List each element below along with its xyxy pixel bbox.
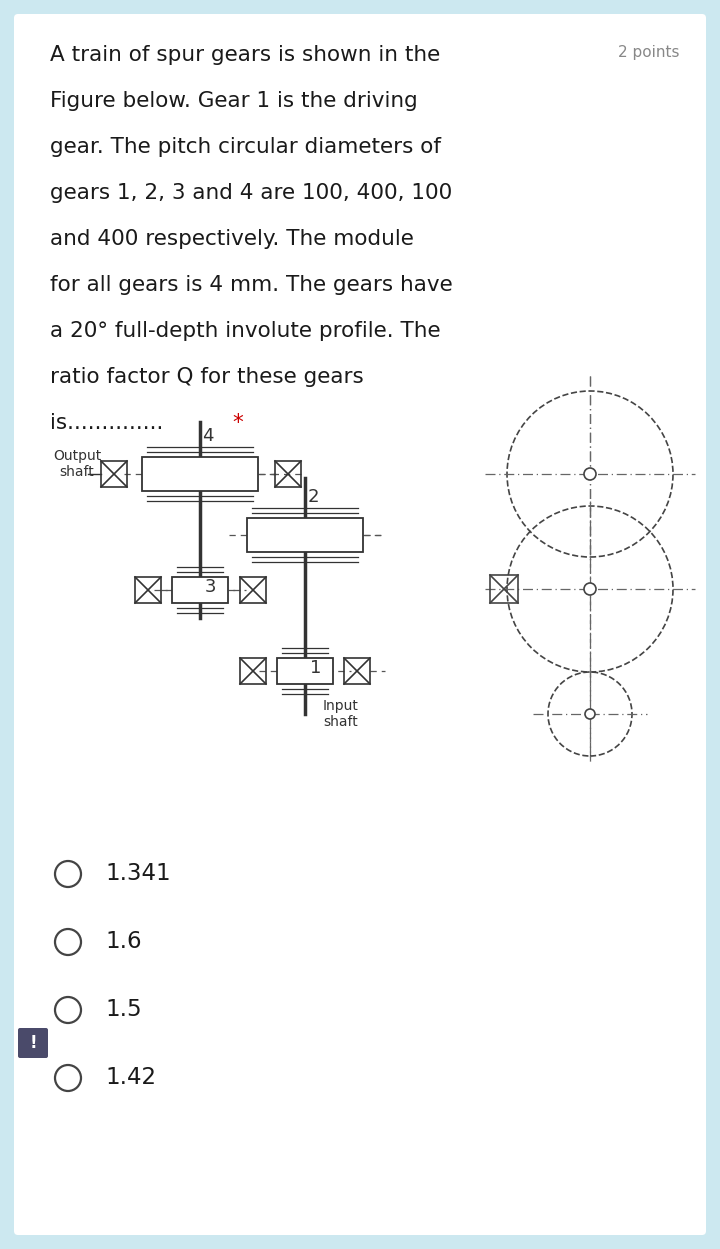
Circle shape — [55, 997, 81, 1023]
Text: 1.6: 1.6 — [105, 931, 142, 953]
Text: for all gears is 4 mm. The gears have: for all gears is 4 mm. The gears have — [50, 275, 453, 295]
Text: is..............: is.............. — [50, 413, 170, 433]
Text: a 20° full-depth involute profile. The: a 20° full-depth involute profile. The — [50, 321, 441, 341]
Text: 1.5: 1.5 — [105, 998, 142, 1022]
Circle shape — [585, 709, 595, 719]
Circle shape — [584, 583, 596, 595]
FancyBboxPatch shape — [18, 1028, 48, 1058]
Text: gear. The pitch circular diameters of: gear. The pitch circular diameters of — [50, 137, 441, 157]
Text: 4: 4 — [202, 427, 214, 445]
Bar — [277, 658, 333, 684]
Bar — [101, 461, 127, 487]
Text: Output
shaft: Output shaft — [53, 448, 101, 480]
Text: ratio factor Q for these gears: ratio factor Q for these gears — [50, 367, 364, 387]
Text: 1.42: 1.42 — [105, 1067, 156, 1089]
Bar — [135, 577, 161, 603]
Text: gears 1, 2, 3 and 4 are 100, 400, 100: gears 1, 2, 3 and 4 are 100, 400, 100 — [50, 184, 452, 204]
Bar — [247, 518, 363, 552]
Circle shape — [55, 1065, 81, 1090]
Text: 1.341: 1.341 — [105, 863, 171, 886]
Circle shape — [584, 468, 596, 480]
FancyBboxPatch shape — [14, 14, 706, 1235]
Text: A train of spur gears is shown in the: A train of spur gears is shown in the — [50, 45, 440, 65]
Bar — [142, 457, 258, 491]
Text: *: * — [232, 413, 243, 433]
Bar — [172, 577, 228, 603]
Text: Input
shaft: Input shaft — [323, 699, 359, 729]
Bar — [240, 577, 266, 603]
Text: Figure below. Gear 1 is the driving: Figure below. Gear 1 is the driving — [50, 91, 418, 111]
Circle shape — [55, 929, 81, 955]
Text: and 400 respectively. The module: and 400 respectively. The module — [50, 229, 414, 249]
Text: 3: 3 — [205, 578, 217, 596]
Text: 2: 2 — [307, 488, 319, 506]
Circle shape — [55, 861, 81, 887]
Bar — [344, 658, 370, 684]
Text: !: ! — [30, 1034, 37, 1052]
Bar — [490, 575, 518, 603]
Text: 2 points: 2 points — [618, 45, 680, 60]
Text: 1: 1 — [310, 659, 321, 677]
Bar — [275, 461, 301, 487]
Bar — [240, 658, 266, 684]
